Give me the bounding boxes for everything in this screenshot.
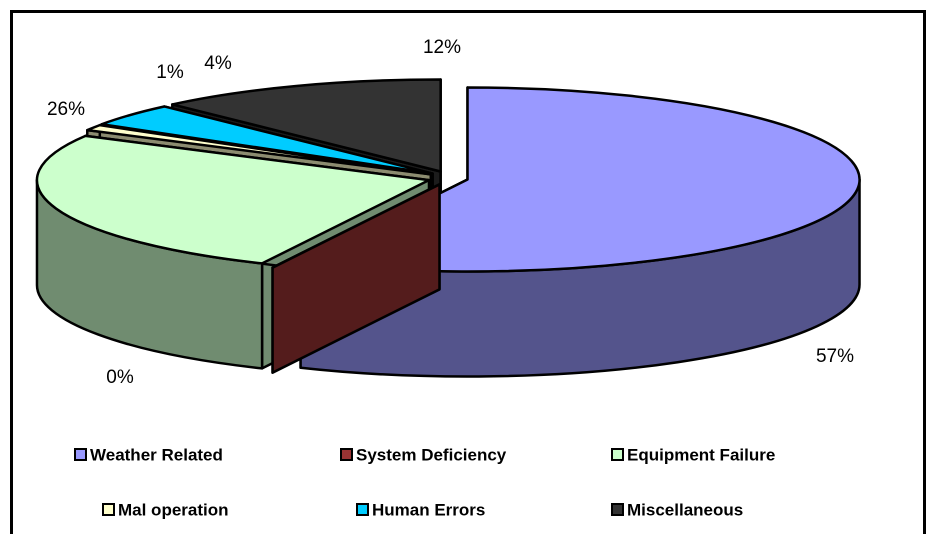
legend-label: Equipment Failure	[627, 445, 775, 464]
legend-swatch	[102, 503, 115, 516]
legend-swatch	[611, 448, 624, 461]
legend-label: System Deficiency	[356, 445, 507, 464]
legend-label: Mal operation	[118, 500, 229, 519]
legend-label: Human Errors	[372, 500, 485, 519]
slice	[271, 183, 441, 269]
data-label: 1%	[156, 62, 184, 83]
data-label: 4%	[204, 53, 232, 74]
legend-swatch	[74, 448, 87, 461]
slice	[86, 123, 433, 176]
slice	[35, 134, 431, 265]
legend-swatch	[356, 503, 369, 516]
data-label: 26%	[47, 99, 85, 120]
legend-swatch	[611, 503, 624, 516]
data-label: 57%	[816, 346, 854, 367]
chart-frame	[10, 10, 926, 534]
data-label: 0%	[106, 367, 134, 388]
legend-swatch	[340, 448, 353, 461]
legend-label: Miscellaneous	[627, 500, 743, 519]
data-label: 12%	[423, 37, 461, 58]
legend-label: Weather Related	[90, 445, 223, 464]
slice	[171, 78, 442, 173]
